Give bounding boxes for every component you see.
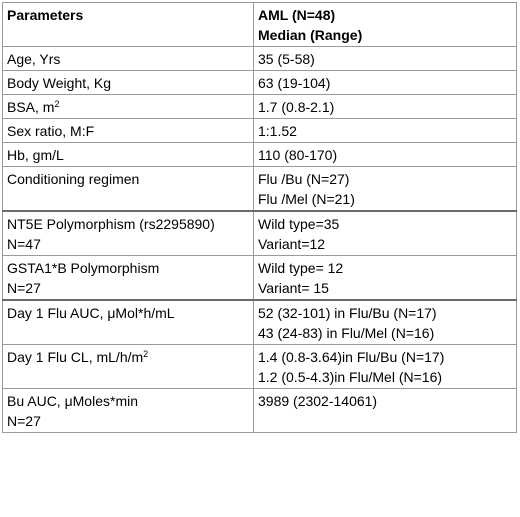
value-nt5e-wild: Wild type=35 <box>258 216 340 232</box>
row-value: 35 (5-58) <box>253 46 517 71</box>
header-aml-count: AML (N=48) <box>258 7 336 23</box>
param-hb: Hb, gm/L <box>7 147 64 163</box>
row-param: Day 1 Flu AUC, μMol*h/mL <box>2 299 254 345</box>
header-median-range: Median (Range) <box>258 27 363 43</box>
row-param: GSTA1*B Polymorphism N=27 <box>2 255 254 301</box>
row-param: Conditioning regimen <box>2 166 254 212</box>
param-gsta1-n: N=27 <box>7 280 41 296</box>
value-nt5e-variant: Variant=12 <box>258 236 326 252</box>
value-conditioning-mel: Flu /Mel (N=21) <box>258 191 355 207</box>
value-flu-cl-bu: 1.4 (0.8-3.64)in Flu/Bu (N=17) <box>258 349 445 365</box>
value-bsa: 1.7 (0.8-2.1) <box>258 99 335 115</box>
row-param: NT5E Polymorphism (rs2295890) N=47 <box>2 210 254 256</box>
row-param: Bu AUC, μMoles*min N=27 <box>2 388 254 433</box>
table-row: Conditioning regimen Flu /Bu (N=27) Flu … <box>2 166 517 212</box>
param-nt5e-n: N=47 <box>7 236 41 252</box>
value-sex-ratio: 1:1.52 <box>258 123 297 139</box>
row-value: Flu /Bu (N=27) Flu /Mel (N=21) <box>253 166 517 212</box>
header-aml: AML (N=48) Median (Range) <box>253 2 517 47</box>
table-row: Age, Yrs 35 (5-58) <box>2 46 517 71</box>
row-value: 52 (32-101) in Flu/Bu (N=17) 43 (24-83) … <box>253 299 517 345</box>
row-value: 1:1.52 <box>253 118 517 143</box>
table-row: Day 1 Flu AUC, μMol*h/mL 52 (32-101) in … <box>2 299 517 345</box>
row-value: Wild type=35 Variant=12 <box>253 210 517 256</box>
row-value: Wild type= 12 Variant= 15 <box>253 255 517 301</box>
row-value: 3989 (2302-14061) <box>253 388 517 433</box>
parameters-table: Parameters AML (N=48) Median (Range) Age… <box>2 2 517 433</box>
row-value: 110 (80-170) <box>253 142 517 167</box>
value-age: 35 (5-58) <box>258 51 315 67</box>
value-flu-auc-mel: 43 (24-83) in Flu/Mel (N=16) <box>258 325 435 341</box>
table-row: Body Weight, Kg 63 (19-104) <box>2 70 517 95</box>
row-param: Age, Yrs <box>2 46 254 71</box>
header-parameters-label: Parameters <box>7 7 84 23</box>
table-row: Day 1 Flu CL, mL/h/m2 1.4 (0.8-3.64)in F… <box>2 344 517 389</box>
row-value: 1.7 (0.8-2.1) <box>253 94 517 119</box>
value-gsta1-wild: Wild type= 12 <box>258 260 344 276</box>
table-row: Bu AUC, μMoles*min N=27 3989 (2302-14061… <box>2 388 517 433</box>
param-flu-auc: Day 1 Flu AUC, μMol*h/mL <box>7 305 175 321</box>
value-body-weight: 63 (19-104) <box>258 75 331 91</box>
param-sex-ratio: Sex ratio, M:F <box>7 123 95 139</box>
param-conditioning: Conditioning regimen <box>7 171 140 187</box>
row-param: Sex ratio, M:F <box>2 118 254 143</box>
row-param: Hb, gm/L <box>2 142 254 167</box>
param-flu-cl-text: Day 1 Flu CL, mL/h/m <box>7 349 144 365</box>
row-param: Day 1 Flu CL, mL/h/m2 <box>2 344 254 389</box>
table-row: Sex ratio, M:F 1:1.52 <box>2 118 517 143</box>
param-nt5e: NT5E Polymorphism (rs2295890) <box>7 216 215 232</box>
value-flu-cl-mel: 1.2 (0.5-4.3)in Flu/Mel (N=16) <box>258 369 443 385</box>
table-row: GSTA1*B Polymorphism N=27 Wild type= 12 … <box>2 255 517 301</box>
value-hb: 110 (80-170) <box>258 147 338 163</box>
row-param: Body Weight, Kg <box>2 70 254 95</box>
table-row: NT5E Polymorphism (rs2295890) N=47 Wild … <box>2 210 517 256</box>
value-flu-auc-bu: 52 (32-101) in Flu/Bu (N=17) <box>258 305 437 321</box>
param-bsa: BSA, m2 <box>7 97 249 117</box>
table-row: BSA, m2 1.7 (0.8-2.1) <box>2 94 517 119</box>
param-bsa-text: BSA, m <box>7 99 55 115</box>
param-flu-cl: Day 1 Flu CL, mL/h/m2 <box>7 347 249 367</box>
row-value: 1.4 (0.8-3.64)in Flu/Bu (N=17) 1.2 (0.5-… <box>253 344 517 389</box>
value-gsta1-variant: Variant= 15 <box>258 280 329 296</box>
param-body-weight: Body Weight, Kg <box>7 75 112 91</box>
param-bsa-sup: 2 <box>54 99 60 109</box>
value-conditioning-bu: Flu /Bu (N=27) <box>258 171 350 187</box>
param-bu-auc-n: N=27 <box>7 413 41 429</box>
param-age: Age, Yrs <box>7 51 61 67</box>
table-header-row: Parameters AML (N=48) Median (Range) <box>2 2 517 47</box>
row-param: BSA, m2 <box>2 94 254 119</box>
value-bu-auc: 3989 (2302-14061) <box>258 393 378 409</box>
param-flu-cl-sup: 2 <box>143 349 149 359</box>
param-gsta1: GSTA1*B Polymorphism <box>7 260 160 276</box>
header-parameters: Parameters <box>2 2 254 47</box>
table-row: Hb, gm/L 110 (80-170) <box>2 142 517 167</box>
row-value: 63 (19-104) <box>253 70 517 95</box>
param-bu-auc: Bu AUC, μMoles*min <box>7 393 138 409</box>
